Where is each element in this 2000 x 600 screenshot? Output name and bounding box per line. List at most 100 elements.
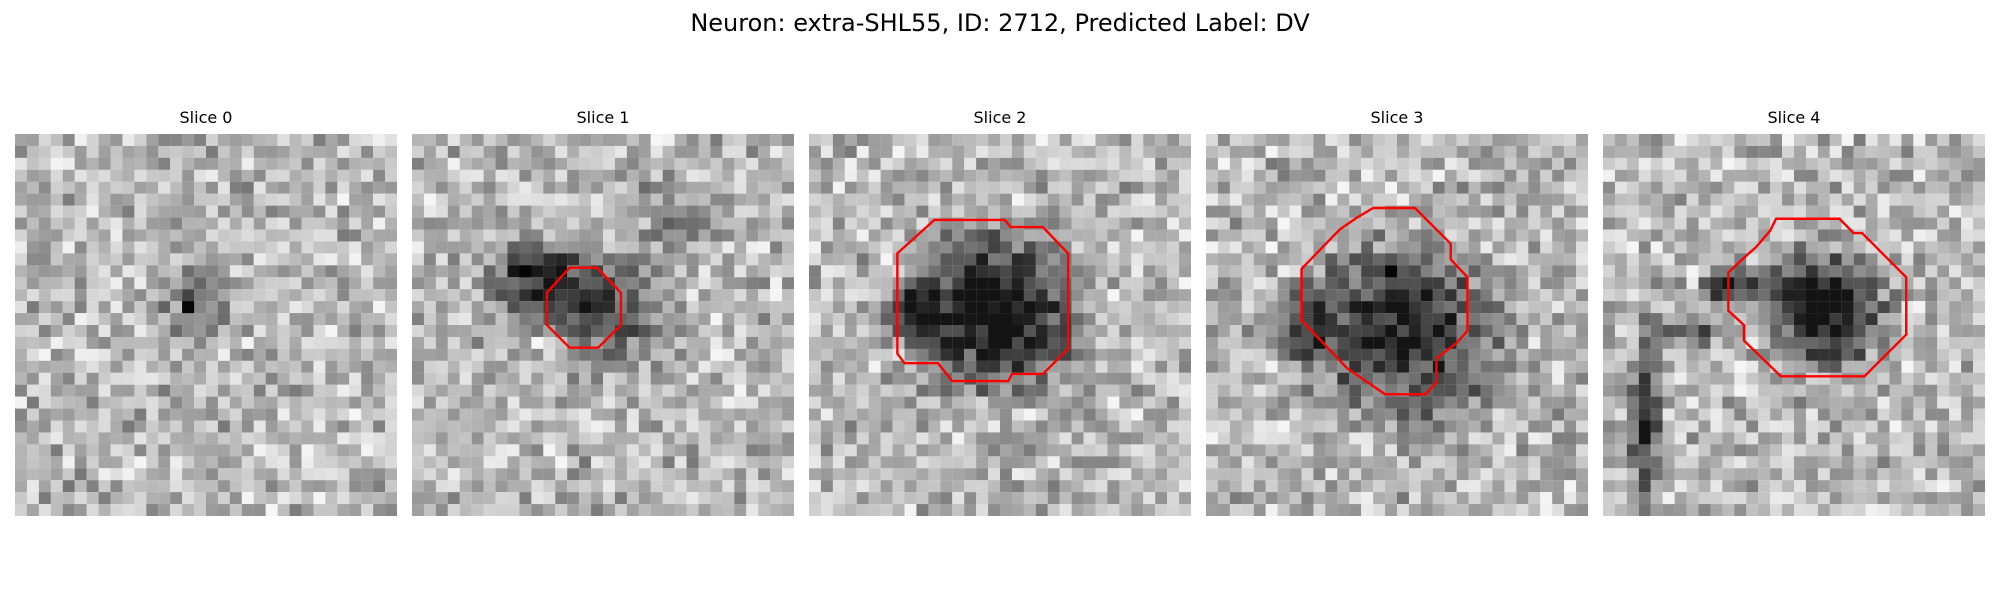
image-pixel — [638, 169, 651, 182]
image-pixel — [471, 456, 484, 469]
image-pixel — [447, 492, 460, 505]
image-pixel — [1206, 217, 1219, 230]
image-pixel — [1408, 265, 1421, 278]
image-pixel — [241, 372, 254, 385]
image-pixel — [698, 336, 711, 349]
image-pixel — [1361, 360, 1374, 373]
image-pixel — [1540, 145, 1553, 158]
image-pixel — [325, 348, 338, 361]
image-pixel — [1301, 348, 1314, 361]
image-pixel — [579, 181, 592, 194]
image-pixel — [952, 444, 965, 457]
image-pixel — [1107, 348, 1120, 361]
image-pixel — [698, 217, 711, 230]
image-pixel — [880, 372, 893, 385]
image-pixel — [229, 468, 242, 481]
image-pixel — [1155, 277, 1168, 290]
image-pixel — [952, 420, 965, 433]
image-pixel — [1432, 420, 1445, 433]
image-pixel — [412, 360, 425, 373]
image-pixel — [1119, 456, 1132, 469]
image-pixel — [1325, 456, 1338, 469]
image-pixel — [1576, 181, 1588, 194]
image-pixel — [1614, 217, 1627, 230]
image-pixel — [662, 384, 675, 397]
image-pixel — [373, 169, 386, 182]
image-pixel — [892, 217, 905, 230]
image-pixel — [158, 456, 171, 469]
image-pixel — [38, 420, 51, 433]
image-pixel — [820, 420, 833, 433]
image-pixel — [447, 468, 460, 481]
image-pixel — [146, 241, 159, 254]
image-pixel — [674, 348, 687, 361]
image-pixel — [170, 360, 183, 373]
image-pixel — [603, 229, 616, 242]
image-pixel — [662, 336, 675, 349]
image-pixel — [809, 277, 822, 290]
image-pixel — [674, 157, 687, 170]
image-pixel — [1432, 444, 1445, 457]
image-pixel — [916, 169, 929, 182]
image-pixel — [758, 504, 771, 516]
image-pixel — [1167, 456, 1180, 469]
image-pixel — [1540, 181, 1553, 194]
image-pixel — [976, 492, 989, 505]
image-pixel — [928, 241, 941, 254]
image-pixel — [459, 145, 472, 158]
image-pixel — [1504, 372, 1517, 385]
image-pixel — [952, 134, 965, 147]
image-pixel — [1349, 193, 1362, 206]
image-pixel — [1143, 396, 1156, 409]
image-pixel — [361, 313, 374, 326]
slice-panels: Slice 0 Slice 1 Slice 2 Slice 3 Slice 4 — [0, 108, 2000, 528]
image-pixel — [337, 134, 350, 147]
image-pixel — [1229, 396, 1242, 409]
image-pixel — [170, 253, 183, 266]
image-pixel — [1674, 420, 1687, 433]
image-pixel — [782, 480, 794, 493]
image-pixel — [710, 504, 723, 516]
image-pixel — [289, 384, 302, 397]
image-pixel — [809, 205, 822, 218]
image-pixel — [904, 157, 917, 170]
image-pixel — [74, 492, 87, 505]
image-pixel — [38, 145, 51, 158]
image-pixel — [1805, 420, 1818, 433]
image-pixel — [146, 169, 159, 182]
image-pixel — [1000, 468, 1013, 481]
image-pixel — [734, 313, 747, 326]
image-pixel — [98, 253, 111, 266]
image-pixel — [447, 480, 460, 493]
image-pixel — [1949, 372, 1962, 385]
image-pixel — [555, 193, 568, 206]
image-pixel — [1626, 360, 1639, 373]
image-pixel — [1241, 217, 1254, 230]
image-pixel — [1504, 205, 1517, 218]
image-pixel — [964, 265, 977, 278]
image-pixel — [1206, 372, 1219, 385]
image-pixel — [435, 325, 448, 338]
image-pixel — [134, 253, 147, 266]
image-pixel — [361, 492, 374, 505]
image-pixel — [662, 432, 675, 445]
image-pixel — [361, 181, 374, 194]
image-pixel — [770, 360, 783, 373]
image-pixel — [567, 396, 580, 409]
image-pixel — [1516, 134, 1529, 147]
image-pixel — [650, 241, 663, 254]
image-pixel — [1095, 348, 1108, 361]
image-pixel — [194, 205, 207, 218]
image-pixel — [229, 253, 242, 266]
image-pixel — [459, 384, 472, 397]
image-pixel — [86, 277, 99, 290]
image-pixel — [1023, 265, 1036, 278]
image-pixel — [170, 325, 183, 338]
image-pixel — [1035, 181, 1048, 194]
image-pixel — [313, 265, 326, 278]
image-pixel — [1131, 277, 1144, 290]
image-pixel — [758, 456, 771, 469]
image-pixel — [1913, 420, 1926, 433]
image-pixel — [423, 432, 436, 445]
image-pixel — [1325, 265, 1338, 278]
